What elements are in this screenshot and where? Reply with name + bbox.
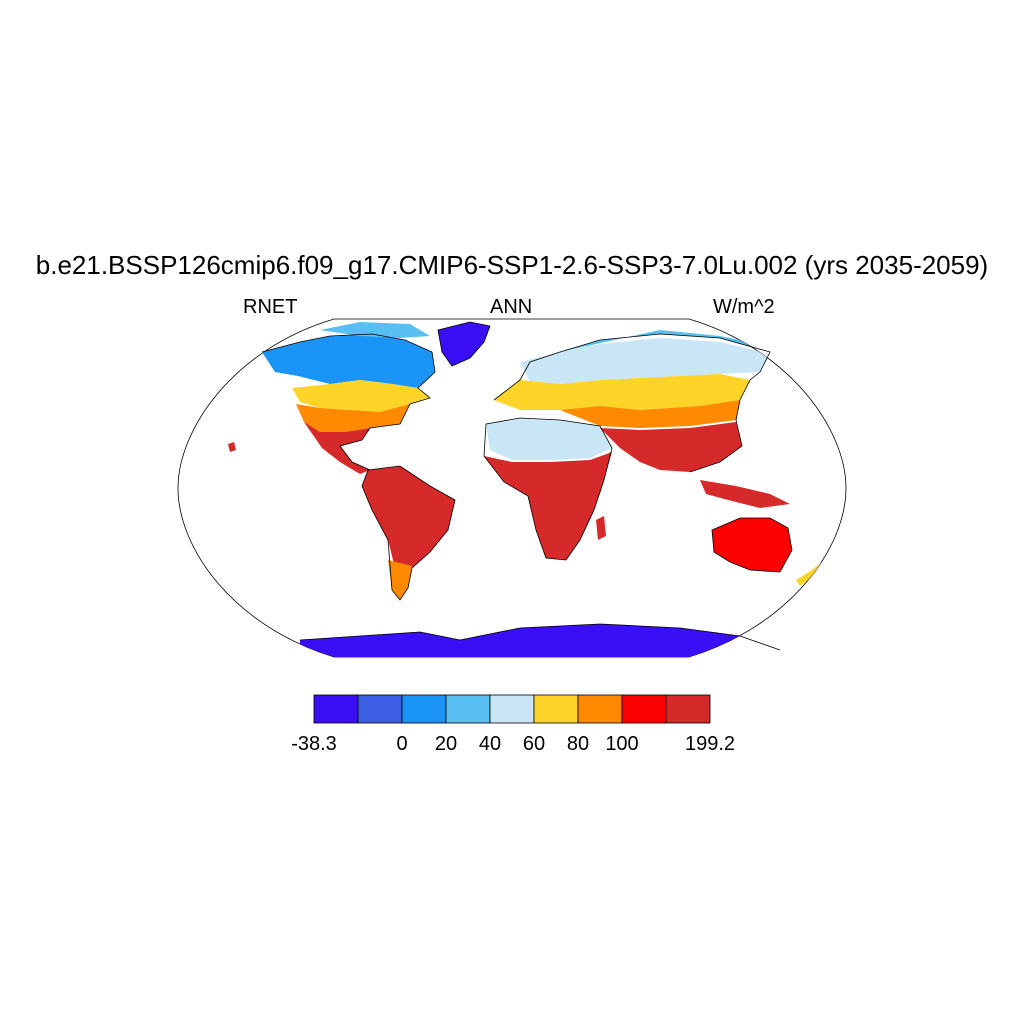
colorbar-tick-label: 80 [566, 733, 590, 755]
colorbar-tick-label: 60 [522, 733, 546, 755]
region-south-america [362, 466, 455, 572]
region-new-zealand [796, 562, 822, 586]
colorbar-box-6 [577, 694, 623, 724]
colorbar-tick-label: 40 [478, 733, 502, 755]
colorbar-box-1 [357, 694, 403, 724]
colorbar-box-4 [489, 694, 535, 724]
region-northern-eurasia [520, 338, 770, 384]
region-eurasia-north-edge [560, 330, 770, 352]
colorbar-tick-label: 20 [434, 733, 458, 755]
colorbar-box-3 [445, 694, 491, 724]
colorbar-tick-label: 100 [605, 733, 639, 755]
coast-north-america [261, 333, 436, 471]
season-label: ANN [490, 296, 533, 318]
map-outlines [261, 321, 793, 651]
region-sahara [486, 418, 612, 460]
region-europe [494, 374, 750, 410]
variable-label: RNET [243, 296, 298, 318]
region-maritime-asia [700, 480, 790, 508]
region-hawaii [228, 442, 236, 452]
units-label: W/m^2 [713, 296, 775, 318]
region-madagascar [596, 516, 606, 540]
colorbar-box-0 [313, 694, 359, 724]
coast-australia [711, 517, 793, 573]
colorbar-box-2 [401, 694, 447, 724]
region-australia [712, 518, 792, 572]
colorbar [313, 694, 711, 724]
colorbar-tick-label: -38.3 [291, 733, 337, 755]
colorbar-box-5 [533, 694, 579, 724]
region-na-north [262, 334, 435, 388]
region-africa [484, 452, 612, 560]
region-patagonia [388, 560, 412, 600]
colorbar-box-8 [665, 694, 711, 724]
coast-eurasia [493, 333, 771, 473]
land-fields [228, 322, 822, 657]
region-central-asia [560, 400, 740, 428]
coast-antarctica [299, 623, 781, 651]
colorbar-tick-label: 199.2 [684, 733, 736, 755]
region-na-south [296, 404, 410, 432]
coast-south-america [361, 465, 456, 601]
coast-africa [483, 417, 613, 561]
plot-title: b.e21.BSSP126cmip6.f09_g17.CMIP6-SSP1-2.… [35, 250, 989, 280]
colorbar-tick-label: 0 [396, 733, 408, 755]
region-greenland [438, 322, 490, 366]
region-na-mid [292, 380, 430, 412]
region-south-asia [600, 422, 742, 472]
region-antarctica [300, 624, 780, 657]
colorbar-box-7 [621, 694, 667, 724]
region-arctic-islands [320, 322, 430, 338]
region-central-america [304, 422, 370, 474]
coast-greenland [437, 321, 491, 367]
